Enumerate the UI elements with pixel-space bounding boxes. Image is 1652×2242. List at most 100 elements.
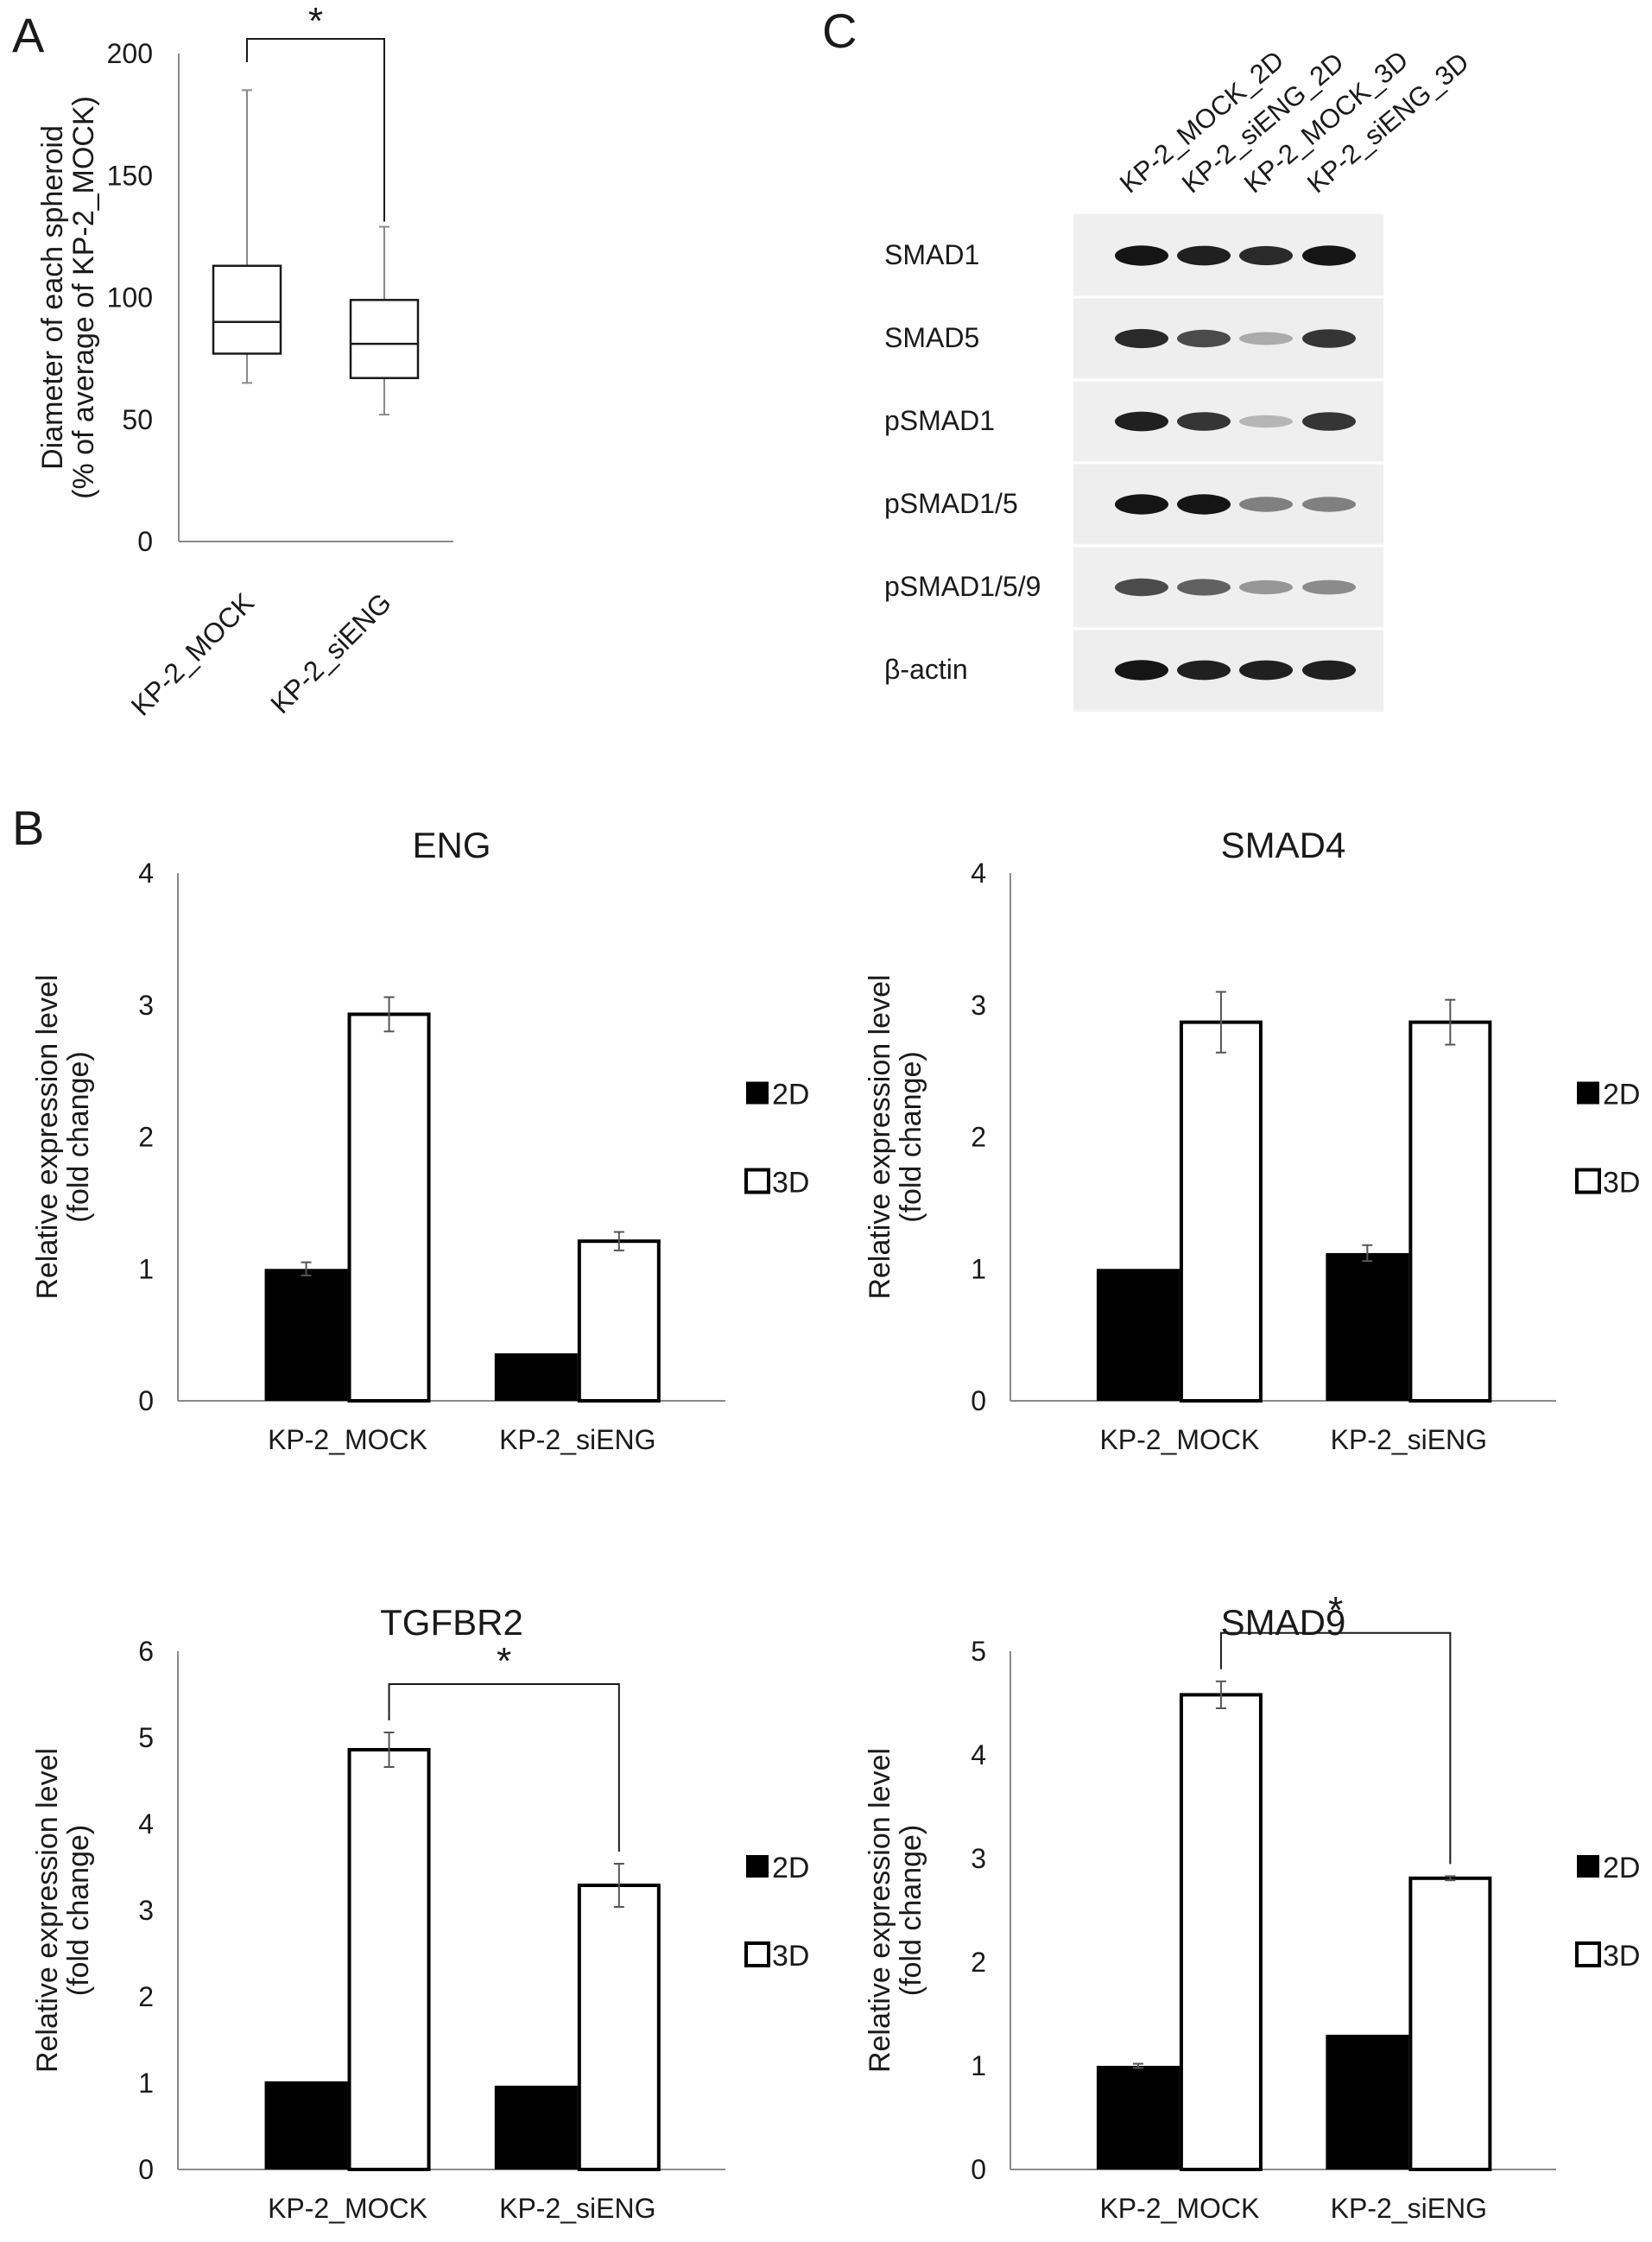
panel-letter-c: C	[822, 3, 857, 58]
legend-swatch-3d	[744, 1168, 770, 1194]
blot-band	[1115, 660, 1168, 681]
y-axis-title-unit: (fold change)	[62, 1051, 95, 1222]
y-axis-title-unit: (fold change)	[62, 1825, 95, 1996]
x-tick-label: KP-2_siENG	[264, 586, 397, 719]
blot-band	[1177, 329, 1231, 348]
blot-band	[1239, 660, 1293, 681]
y-tick-label: 5	[138, 1722, 154, 1753]
y-tick-label: 1	[138, 1253, 154, 1284]
legend-swatch-3d	[744, 1941, 770, 1967]
legend-label-3d: 3D	[1603, 1167, 1640, 1200]
y-axis-title: Relative expression level	[864, 974, 896, 1299]
legend-label-3d: 3D	[1603, 1940, 1640, 1973]
y-tick-label: 4	[138, 1808, 154, 1840]
y-tick-label: 4	[971, 1739, 986, 1770]
y-tick-label: 0	[138, 2154, 154, 2185]
chart-title: TGFBR2	[380, 1602, 523, 1643]
bar-3d	[1179, 1693, 1263, 2171]
bar-3d	[1179, 1020, 1263, 1403]
x-tick-label: KP-2_MOCK	[125, 586, 260, 721]
bar-3d	[347, 1012, 431, 1403]
legend-label-2d: 2D	[1603, 1852, 1640, 1884]
bar-2d	[1326, 2035, 1409, 2169]
y-tick-label: 0	[137, 526, 153, 557]
box-iqr	[212, 264, 282, 355]
legend-swatch-2d	[1577, 1855, 1599, 1878]
y-axis-title-unit: (fold change)	[895, 1051, 927, 1222]
significance-star: *	[1328, 1589, 1343, 1631]
x-tick-label: KP-2_MOCK	[1099, 1424, 1259, 1455]
bar-2d	[1096, 2066, 1180, 2169]
panel-letter-b: B	[12, 801, 44, 855]
y-tick-label: 2	[138, 1981, 154, 2012]
y-axis-title: Relative expression level	[31, 1748, 64, 2073]
y-axis-title: Diameter of each spheroid	[36, 125, 69, 470]
y-tick-label: 3	[138, 1895, 154, 1926]
box-iqr	[349, 299, 420, 379]
legend-label-2d: 2D	[1603, 1079, 1640, 1112]
blot-row-label: pSMAD1/5/9	[884, 571, 1041, 602]
y-tick-label: 5	[971, 1636, 986, 1667]
bar-3d	[1408, 1020, 1492, 1403]
bar-2d	[264, 2081, 348, 2169]
y-tick-label: 2	[971, 1122, 986, 1153]
y-tick-label: 0	[971, 1385, 986, 1416]
blot-band	[1177, 494, 1231, 515]
legend-swatch-2d	[1577, 1081, 1599, 1105]
y-tick-label: 3	[971, 990, 986, 1021]
panel-a-boxplot: 0 50 100 150 200 Diameter of each spheroid(% …	[36, 0, 453, 722]
blot-row-label: SMAD5	[884, 322, 979, 353]
y-tick-label: 3	[138, 990, 154, 1021]
x-tick-label: KP-2_siENG	[499, 2193, 655, 2224]
panel-c-western-blot: SMAD1 SMAD5 pSMAD1 pSMAD1/5 pSMAD1/5/9 β-acti…	[884, 45, 1475, 712]
y-tick-label: 2	[138, 1122, 154, 1153]
y-tick-label: 150	[107, 160, 153, 191]
y-axis-title: Relative expression level	[31, 974, 64, 1299]
blot-band	[1302, 580, 1356, 595]
y-tick-label: 6	[138, 1636, 154, 1667]
blot-band	[1115, 245, 1168, 266]
significance-bracket	[1219, 1631, 1452, 1865]
blot-band	[1302, 412, 1356, 431]
y-tick-label: 0	[971, 2154, 986, 2185]
blot-band	[1115, 494, 1168, 515]
legend-swatch-3d	[1575, 1168, 1601, 1194]
y-tick-label: 4	[971, 858, 986, 889]
legend-label-2d: 2D	[772, 1852, 809, 1884]
chart-title: SMAD4	[1221, 825, 1346, 865]
bar-3d	[577, 1239, 661, 1403]
y-tick-label: 3	[971, 1843, 986, 1874]
blot-band	[1239, 332, 1293, 345]
blot-band	[1177, 245, 1231, 266]
x-tick-label: KP-2_MOCK	[1099, 2193, 1259, 2224]
blot-row-label: β-actin	[884, 654, 968, 685]
blot-band	[1115, 411, 1168, 432]
y-tick-label: 1	[971, 2050, 986, 2081]
blot-band	[1177, 412, 1231, 431]
blot-band	[1239, 415, 1293, 428]
bar-3d	[1408, 1876, 1492, 2172]
legend-swatch-3d	[1575, 1941, 1601, 1967]
bar-2d	[494, 1353, 578, 1401]
blot-band	[1239, 245, 1293, 266]
x-tick-label: KP-2_siENG	[1331, 1424, 1487, 1455]
legend-label-3d: 3D	[772, 1940, 809, 1973]
blot-band	[1302, 497, 1356, 512]
blot-row-label: pSMAD1/5	[884, 488, 1018, 519]
blot-band	[1302, 245, 1356, 266]
y-tick-label: 4	[138, 858, 154, 889]
blot-band	[1177, 579, 1231, 596]
blot-band	[1115, 328, 1168, 349]
bar-3d	[577, 1884, 661, 2171]
y-axis-title-unit: (fold change)	[895, 1825, 927, 1996]
blot-band	[1239, 497, 1293, 512]
y-tick-label: 0	[138, 1385, 154, 1416]
legend-swatch-2d	[746, 1081, 769, 1105]
y-axis-title: Relative expression level	[864, 1748, 896, 2073]
significance-star: *	[308, 0, 323, 42]
legend-swatch-2d	[746, 1855, 769, 1878]
blot-band	[1239, 580, 1293, 595]
legend-label-3d: 3D	[772, 1167, 809, 1200]
